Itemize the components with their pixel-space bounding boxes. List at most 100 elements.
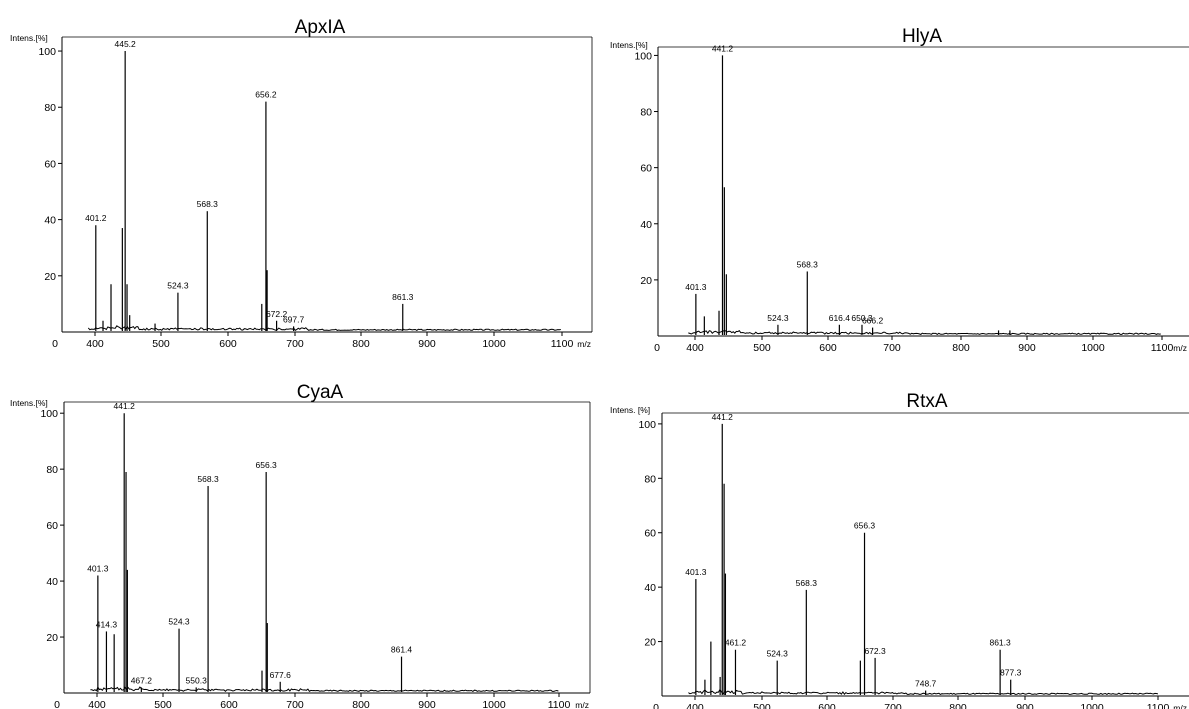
x-tick-label: 900: [1018, 342, 1036, 354]
x-tick-label: 800: [952, 342, 970, 354]
x-tick-label: 800: [352, 699, 370, 709]
y-tick-label: 80: [640, 107, 652, 119]
chart-title: RtxA: [906, 391, 948, 412]
peak-label: 861.3: [989, 638, 1011, 648]
peak-label: 861.4: [391, 645, 413, 655]
peak-label: 677.6: [270, 670, 292, 680]
y-tick-label: 100: [38, 46, 56, 58]
x-tick-label: 900: [418, 338, 436, 350]
peak-label: 656.3: [854, 521, 876, 531]
peak-label: 656.3: [256, 460, 278, 470]
spectrum-panel-0: ApxIA Intens.[%] 100 80 60 40 20 0 400 500 600 700 8…: [10, 17, 593, 350]
peak-label: 861.3: [392, 292, 414, 302]
x-axis-label: m/z: [577, 339, 591, 349]
peak-label: 524.3: [767, 649, 789, 659]
peak-label: 568.3: [197, 474, 219, 484]
y-tick-label: 40: [46, 576, 58, 588]
y-tick-label: 20: [46, 632, 58, 644]
y-axis-label: Intens.[%]: [10, 33, 48, 43]
x-tick-label: 700: [286, 338, 304, 350]
x-tick-label: 500: [152, 338, 170, 350]
x-tick-label: 700: [884, 702, 902, 709]
peak-label: 524.3: [168, 617, 190, 627]
baseline-noise: [90, 686, 559, 693]
x-tick-label: 600: [220, 699, 238, 709]
peak-label: 568.3: [797, 259, 819, 269]
x-tick-label: 0: [653, 702, 659, 709]
x-tick-label: 400: [86, 338, 104, 350]
x-tick-label: 700: [883, 342, 901, 354]
spectrum-panel-1: HlyA Intens.[%]100 80 60 40 20 0 400 500 600 700 80…: [610, 26, 1189, 354]
x-tick-label: 500: [753, 702, 771, 709]
spectrum-panel-2: CyaA Intens.[%]100 80 60 40 20 0 400 500 600 700 80…: [10, 382, 591, 709]
peak-label: 401.3: [87, 563, 109, 573]
y-tick-label: 40: [644, 582, 656, 594]
peak-label: 401.2: [85, 213, 107, 223]
x-tick-label: 900: [1016, 702, 1034, 709]
x-tick-label: 1100: [1147, 702, 1170, 709]
peak-label: 568.3: [197, 199, 219, 209]
peak-label: 650.3: [851, 313, 873, 323]
peak-label: 441.2: [114, 401, 136, 411]
chart-title: ApxIA: [295, 17, 346, 38]
peak-label: 568.3: [796, 578, 818, 588]
x-tick-label: 500: [154, 699, 172, 709]
x-tick-label: 600: [818, 702, 836, 709]
x-tick-label: 700: [286, 699, 304, 709]
peak-label: 401.3: [685, 282, 707, 292]
x-tick-label: 600: [219, 338, 237, 350]
x-tick-label: 1100: [548, 699, 571, 709]
x-tick-label: 1000: [482, 699, 506, 709]
x-tick-label: 400: [686, 702, 704, 709]
x-tick-label: 500: [753, 342, 771, 354]
y-tick-label: 60: [46, 520, 58, 532]
y-tick-label: 20: [44, 271, 56, 283]
chart-title: CyaA: [297, 382, 344, 403]
x-axis-label: m/z: [1173, 343, 1187, 353]
y-axis-label: Intens.[%]: [610, 40, 648, 50]
y-tick-label: 100: [638, 419, 656, 431]
peak-label: 414.3: [96, 619, 118, 629]
x-tick-label: 800: [949, 702, 967, 709]
x-tick-label: 1000: [1081, 342, 1105, 354]
baseline-noise: [87, 325, 561, 331]
x-tick-label: 600: [819, 342, 837, 354]
y-tick-label: 40: [640, 219, 652, 231]
peak-label: 672.3: [864, 646, 886, 656]
chart-title: HlyA: [902, 26, 942, 47]
peak-label: 697.7: [283, 314, 305, 324]
x-axis-label: m/z: [1173, 703, 1187, 709]
x-tick-label: 0: [54, 699, 60, 709]
peak-label: 524.3: [767, 313, 789, 323]
x-tick-label: 0: [654, 342, 660, 354]
peak-label: 672.2: [266, 309, 288, 319]
y-tick-label: 40: [44, 215, 56, 227]
x-tick-label: 1100: [551, 338, 574, 350]
x-tick-label: 400: [686, 342, 704, 354]
peak-label: 748.7: [915, 679, 937, 689]
peak-label: 666.2: [862, 316, 884, 326]
y-tick-label: 100: [634, 50, 652, 62]
y-tick-label: 80: [46, 464, 58, 476]
peak-label: 441.2: [712, 412, 734, 422]
y-tick-label: 20: [640, 275, 652, 287]
baseline-noise: [688, 329, 1161, 336]
peak-label: 524.3: [167, 281, 189, 291]
x-tick-label: 1000: [1080, 702, 1104, 709]
peak-label: 467.2: [131, 675, 153, 685]
x-axis-label: m/z: [575, 700, 589, 709]
peak-label: 656.2: [255, 90, 277, 100]
y-tick-label: 80: [644, 473, 656, 485]
x-tick-label: 1000: [482, 338, 506, 350]
peak-label: 550.3: [186, 675, 208, 685]
x-tick-label: 900: [418, 699, 436, 709]
y-tick-label: 20: [644, 637, 656, 649]
peak-label: 461.2: [725, 638, 747, 648]
x-tick-label: 400: [88, 699, 106, 709]
y-tick-label: 60: [644, 528, 656, 540]
y-axis-label: Intens. [%]: [610, 405, 650, 415]
peak-label: 401.3: [685, 567, 707, 577]
peak-label: 441.2: [712, 43, 734, 53]
x-tick-label: 1100: [1151, 342, 1174, 354]
